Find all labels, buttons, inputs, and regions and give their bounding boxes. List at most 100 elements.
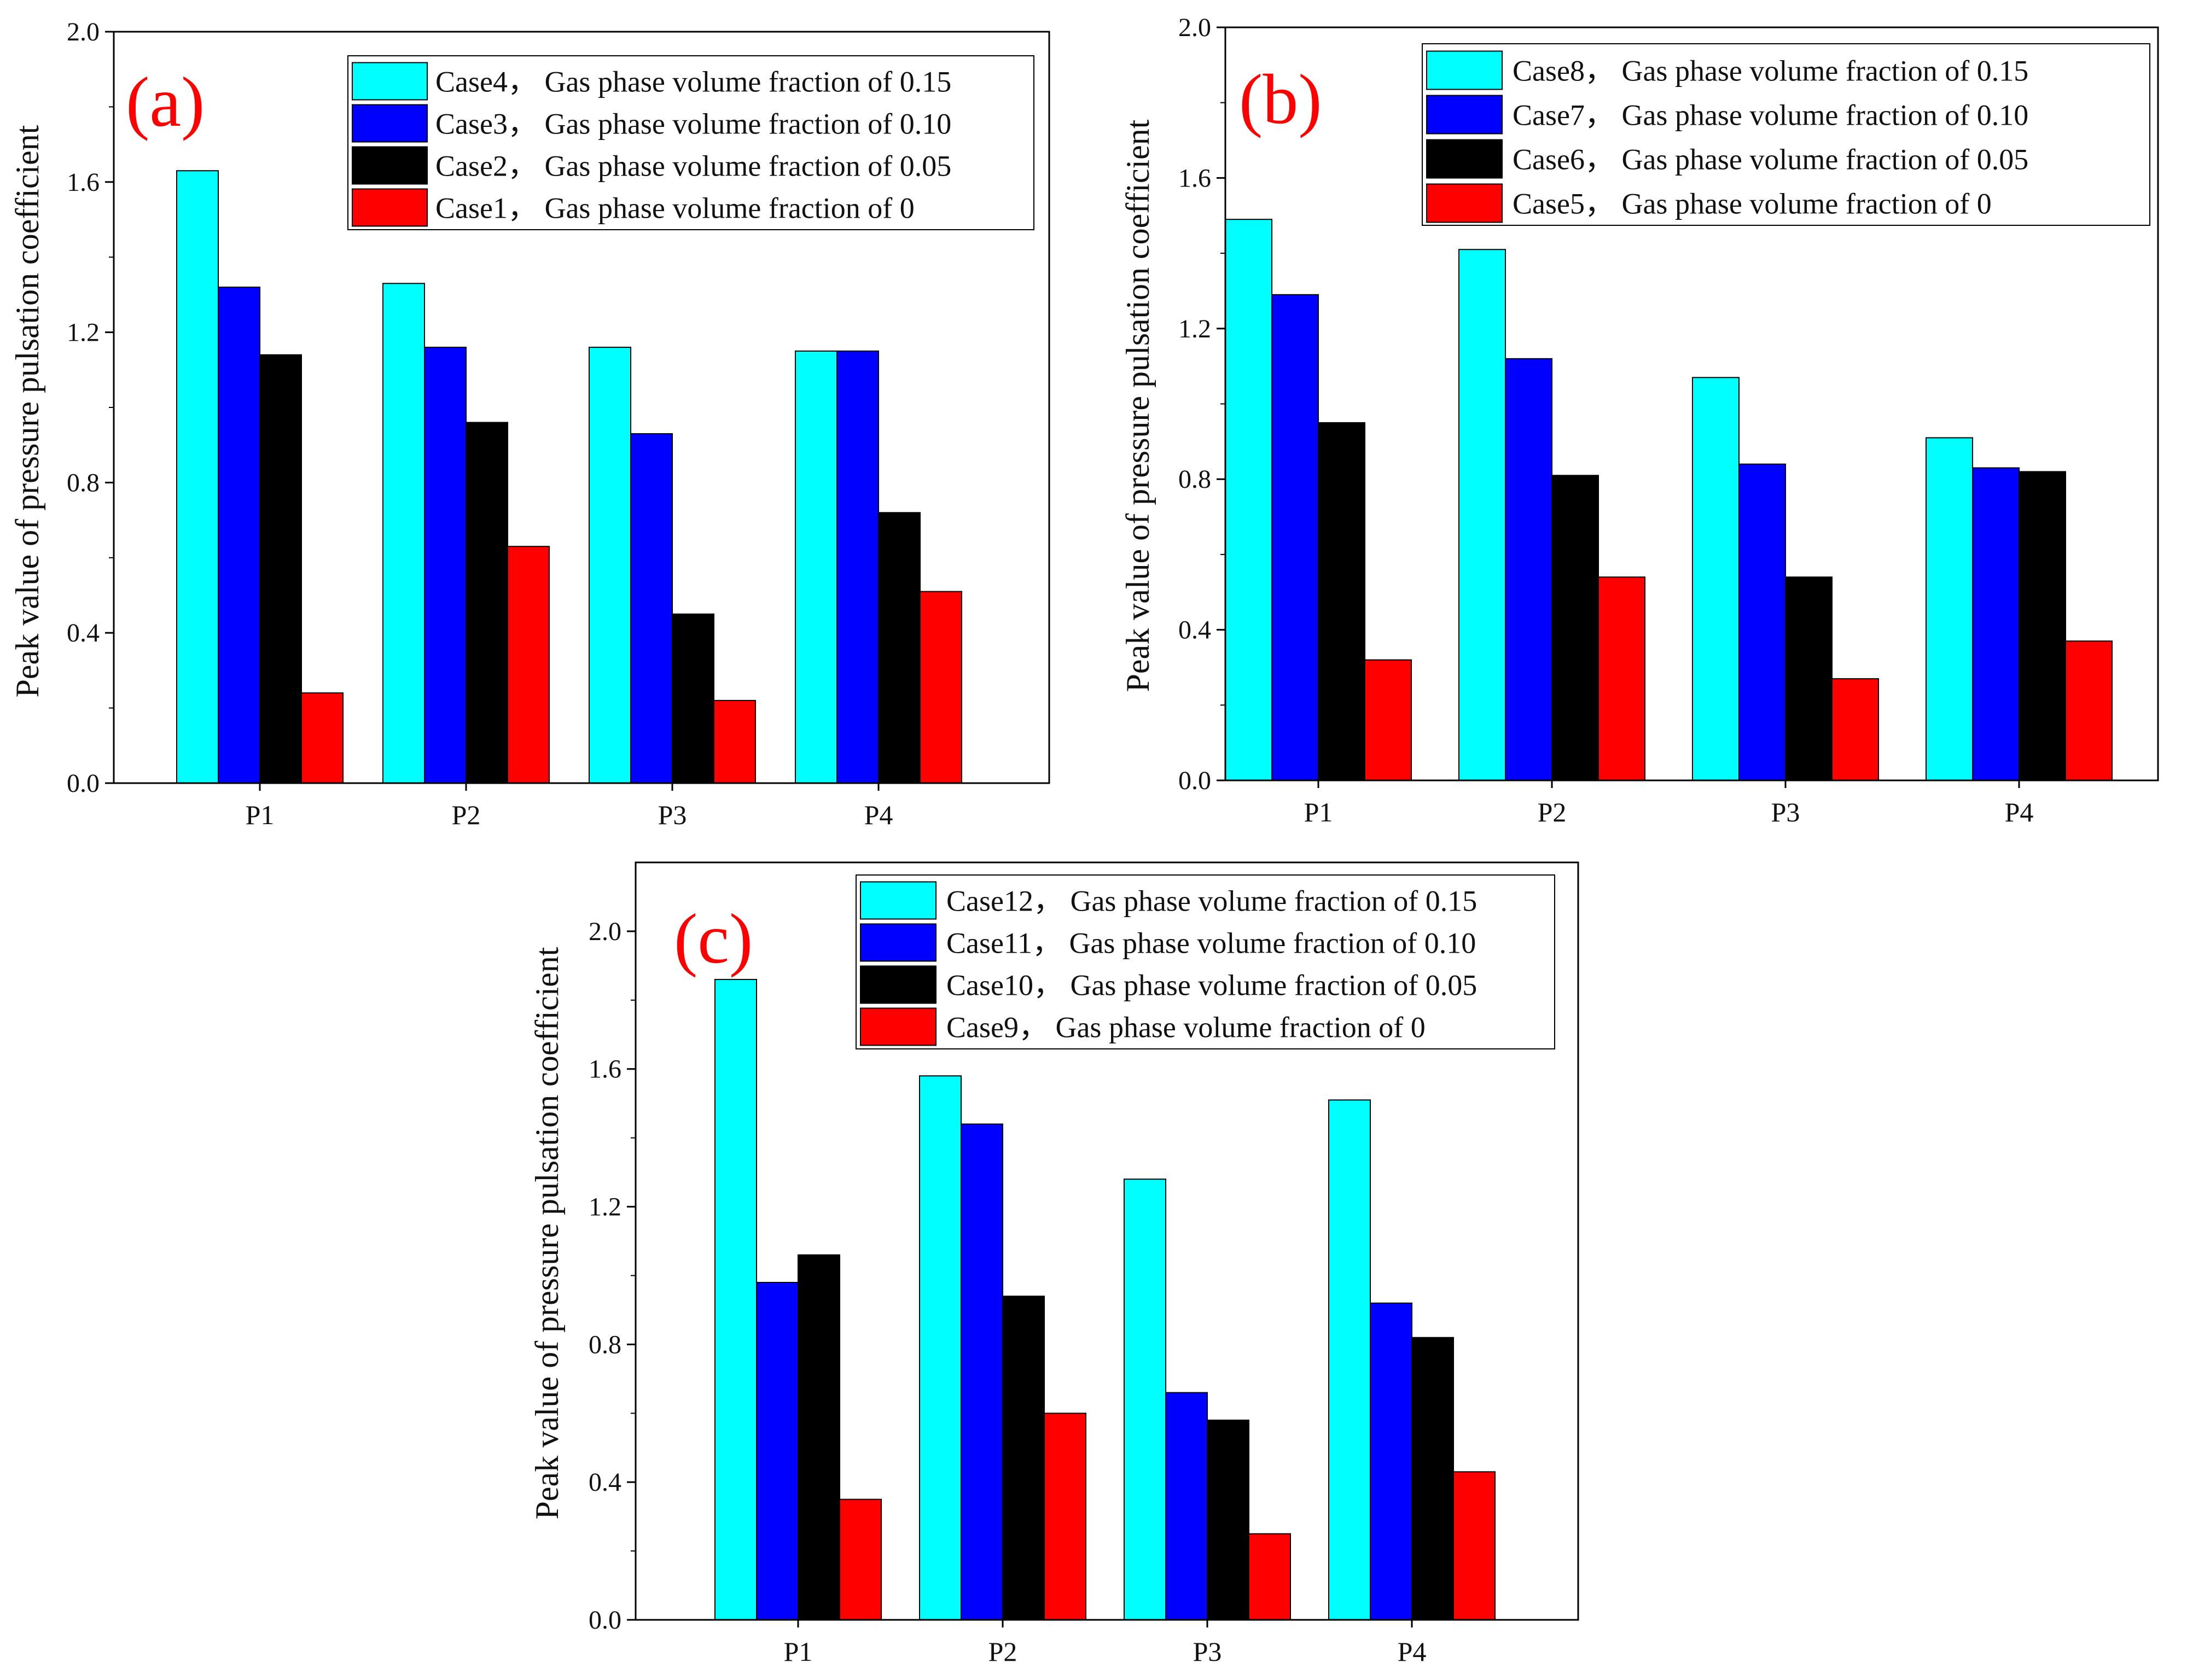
bar-p2-3 [466, 422, 508, 784]
bar-p2-4 [507, 546, 550, 784]
y-tick-label: 0.8 [1178, 465, 1211, 494]
plot-frame [113, 31, 1050, 784]
x-tick-label: P1 [784, 1636, 813, 1667]
panel-a-legend: Case4， Gas phase volume fraction of 0.15… [347, 55, 1034, 230]
bar-p3-4 [713, 699, 756, 784]
bar-p2-2 [424, 347, 467, 784]
x-tick-label: P3 [1771, 797, 1800, 827]
bar-p3-3 [672, 613, 714, 784]
legend-label: Case8， Gas phase volume fraction of 0.15 [1513, 55, 2028, 88]
legend-swatch [860, 965, 937, 1004]
bar-p1-4 [1364, 659, 1412, 781]
bar-p3-1 [589, 347, 631, 784]
bar-p1-1 [176, 170, 219, 784]
legend-swatch [352, 104, 428, 143]
bar-p1-2 [756, 1282, 799, 1620]
panel-b-plot: P1 P2 P3 P4 0.0 0.4 0.8 1.2 1.6 2.0 [1178, 13, 2159, 827]
x-tick-label: P1 [1304, 797, 1333, 827]
y-tick-label: 1.2 [1178, 314, 1211, 343]
bar-p3-4 [1248, 1533, 1291, 1620]
panel-b-label: (b) [1239, 60, 1322, 139]
bar-p2-1 [919, 1075, 962, 1621]
legend-swatch [860, 923, 937, 962]
bar-p2-3 [1551, 475, 1599, 781]
x-tick-label: P4 [1398, 1636, 1427, 1667]
legend-swatch [860, 881, 937, 920]
legend-label: Case2， Gas phase volume fraction of 0.05 [435, 150, 951, 183]
legend-box [1422, 43, 2150, 226]
bar-p4-2 [1370, 1302, 1412, 1620]
panel-a: Peak value of pressure pulsation coeffic… [9, 18, 1050, 830]
bar-p2-1 [382, 283, 425, 784]
panel-c-ylabel: Peak value of pressure pulsation coeffic… [529, 947, 565, 1519]
panel-b-ylabel: Peak value of pressure pulsation coeffic… [1120, 119, 1156, 692]
bar-p4-3 [2019, 471, 2066, 781]
bar-p1-3 [259, 354, 302, 784]
y-tick-label: 0.4 [1178, 616, 1211, 645]
y-tick-label: 1.6 [67, 168, 100, 197]
x-tick-label: P3 [658, 800, 687, 830]
bar-p4-4 [1453, 1471, 1496, 1620]
legend-label: Case6， Gas phase volume fraction of 0.05 [1513, 143, 2028, 176]
bar-p3-2 [1738, 463, 1786, 781]
bar-p3-1 [1124, 1179, 1166, 1621]
plot-frame [1224, 26, 2159, 781]
legend-swatch [352, 188, 428, 227]
y-tick-label: 0.0 [1178, 766, 1211, 795]
x-tick-label: P3 [1193, 1636, 1222, 1667]
y-tick-label: 0.8 [589, 1330, 621, 1359]
bar-p4-1 [795, 350, 837, 784]
x-tick-label: P2 [988, 1636, 1017, 1667]
x-tick-label: P1 [246, 800, 275, 830]
legend-swatch [1426, 183, 1503, 223]
bar-p4-1 [1328, 1099, 1371, 1620]
panel-a-label: (a) [126, 63, 205, 142]
panel-b-legend: Case8， Gas phase volume fraction of 0.15… [1422, 43, 2150, 226]
x-tick-label: P4 [2005, 797, 2034, 827]
y-tick-label: 0.0 [589, 1606, 621, 1635]
bar-p4-4 [2065, 640, 2113, 781]
bar-p4-1 [1926, 437, 1973, 781]
legend-label: Case11， Gas phase volume fraction of 0.1… [946, 927, 1476, 960]
y-tick-label: 2.0 [589, 917, 621, 946]
bar-p3-1 [1692, 377, 1740, 781]
panel-a-plot: P1 P2 P3 P4 0.0 0.4 0.8 1.2 1.6 2.0 [67, 18, 1050, 830]
legend-label: Case10， Gas phase volume fraction of 0.0… [946, 969, 1477, 1002]
bar-p1-4 [839, 1498, 882, 1621]
legend-label: Case4， Gas phase volume fraction of 0.15 [435, 66, 951, 98]
panel-c-plot: P1 P2 P3 P4 0.0 0.4 0.8 1.2 1.6 2.0 [589, 861, 1579, 1667]
y-tick-label: 2.0 [67, 18, 100, 46]
legend-swatch [1426, 95, 1503, 135]
bar-p3-2 [630, 433, 673, 784]
y-tick-label: 0.4 [589, 1468, 621, 1497]
y-tick-label: 0.0 [67, 769, 100, 798]
legend-swatch [352, 62, 428, 101]
legend-label: Case3， Gas phase volume fraction of 0.10 [435, 108, 951, 141]
bar-p4-2 [1972, 467, 2020, 781]
bar-p4-3 [878, 512, 921, 784]
bar-p3-3 [1785, 576, 1833, 781]
panel-c-label: (c) [674, 900, 753, 978]
legend-swatch [352, 146, 428, 185]
legend-box [347, 55, 1034, 230]
legend-label: Case1， Gas phase volume fraction of 0 [435, 192, 915, 225]
bar-p2-1 [1458, 249, 1506, 781]
bar-p2-3 [1002, 1296, 1045, 1620]
bar-p4-4 [920, 591, 962, 784]
panel-c-legend: Case12， Gas phase volume fraction of 0.1… [856, 874, 1555, 1049]
bar-p4-2 [836, 350, 879, 784]
legend-label: Case12， Gas phase volume fraction of 0.1… [946, 885, 1477, 918]
x-tick-label: P2 [452, 800, 481, 830]
bar-p1-1 [714, 979, 757, 1620]
y-tick-label: 1.6 [1178, 164, 1211, 192]
bar-p3-3 [1207, 1419, 1249, 1620]
bar-p1-3 [1318, 422, 1365, 781]
legend-label: Case5， Gas phase volume fraction of 0 [1513, 188, 1992, 220]
bar-p1-1 [1225, 219, 1272, 781]
y-tick-label: 1.2 [589, 1193, 621, 1222]
bar-p3-4 [1831, 678, 1879, 781]
bar-p2-2 [1505, 358, 1552, 781]
bar-p1-4 [301, 692, 344, 784]
